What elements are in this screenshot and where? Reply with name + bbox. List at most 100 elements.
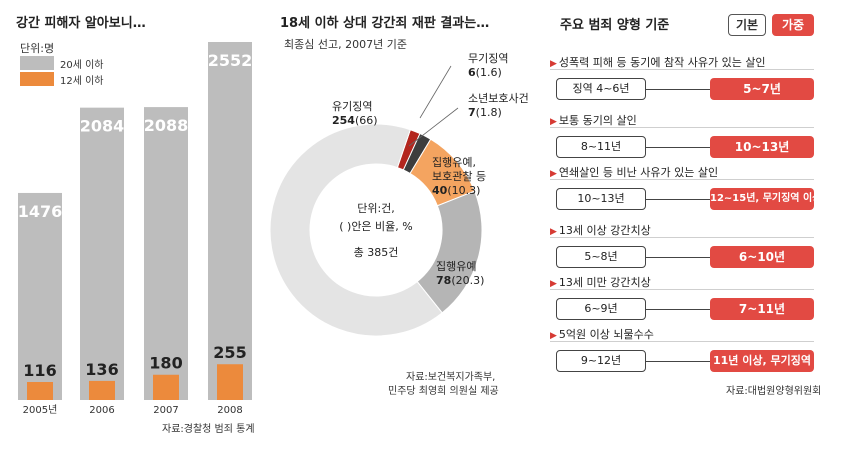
arrow-icon: ▶ [550, 331, 557, 341]
crime-title-text: 보통 동기의 살인 [558, 114, 637, 127]
slice-label: 집행유예 [436, 260, 476, 273]
crime-title: ▶ 연쇄살인 등 비난 사유가 있는 살인 [550, 164, 718, 180]
legend-label-12: 12세 이하 [60, 75, 104, 87]
legend-swatch-20 [20, 56, 54, 70]
bar-value-12: 255 [213, 343, 246, 362]
victims-bar-panel: 강간 피해자 알아보니… 단위:명 20세 이하 12세 이하 1476 116 2… [0, 0, 262, 470]
slice-value: 40(10.3) [432, 184, 480, 197]
donut-chart-title: 18세 이하 상대 강간죄 재판 결과는… [280, 16, 490, 31]
aggravated-sentence: 5~7년 [710, 78, 814, 100]
bar-value-20: 2084 [80, 117, 125, 136]
bar-value-20: 1476 [18, 202, 63, 221]
divider [550, 69, 814, 70]
legend-item-12: 12세 이하 [20, 72, 104, 87]
crime-title-text: 연쇄살인 등 비난 사유가 있는 살인 [558, 166, 719, 179]
donut-center-total: 총 385건 [354, 246, 399, 259]
bar-value-12: 180 [149, 354, 182, 373]
aggravated-sentence: 10~13년 [710, 136, 814, 158]
slice-value: 78(20.3) [436, 274, 484, 287]
slice-value: 254(66) [332, 114, 378, 127]
arrow-icon: ▶ [550, 59, 557, 69]
aggravated-sentence: 6~10년 [710, 246, 814, 268]
aggravated-sentence: 11년 이상, 무기징역 [710, 350, 814, 372]
bar-20-under [80, 107, 124, 400]
crime-title-text: 13세 미만 강간치상 [558, 276, 651, 289]
basic-sentence: 9~12년 [556, 350, 646, 372]
legend-item-20: 20세 이하 [20, 56, 104, 71]
bar-value-12: 116 [23, 361, 56, 380]
crime-title: ▶ 13세 이상 강간치상 [550, 222, 651, 238]
sentencing-source: 자료:대법원양형위원회 [726, 386, 822, 397]
slice-value: 7(1.8) [468, 106, 502, 119]
slice-label: 집행유예, [432, 156, 476, 169]
x-tick-label: 2007 [153, 405, 178, 416]
donut-chart-subtitle: 최종심 선고, 2007년 기준 [284, 38, 407, 51]
leader-line [419, 65, 452, 119]
crime-title-text: 5억원 이상 뇌물수수 [558, 328, 654, 341]
connector-line [646, 147, 710, 148]
connector-line [646, 361, 710, 362]
crime-title: ▶ 보통 동기의 살인 [550, 112, 637, 128]
bar-20-under [18, 192, 62, 400]
leader-line [408, 107, 459, 147]
slice-label: 보호관찰 등 [432, 170, 486, 183]
bar-chart: 1476 116 2005년 2084 136 2006 2088 180 2007 2552 25… [18, 42, 253, 416]
bar-20-under [144, 107, 188, 400]
bar-chart-title: 강간 피해자 알아보니… [16, 16, 146, 31]
aggravated-sentence: 12~15년, 무기징역 이상 [710, 188, 821, 210]
donut-hole [310, 164, 442, 296]
basic-sentence: 8~11년 [556, 136, 646, 158]
bar-value-12: 136 [85, 360, 118, 379]
donut-center-note: ( )안은 비율, % [339, 220, 413, 233]
sentencing-panel: 주요 범죄 양형 기준 기본 가중 ▶ 성폭력 피해 등 동기에 참작 사유가 있… [550, 0, 848, 470]
donut-source-2: 민주당 최영희 의원실 제공 [388, 386, 499, 397]
bar-chart-unit: 단위:명 [20, 42, 55, 55]
crime-title: ▶ 5억원 이상 뇌물수수 [550, 326, 654, 342]
divider [550, 289, 814, 290]
bar-value-20: 2088 [144, 116, 189, 135]
legend-label-20: 20세 이하 [60, 59, 104, 71]
donut-source-1: 자료:보건복지가족부, [406, 372, 496, 383]
arrow-icon: ▶ [550, 117, 557, 127]
legend-aggravated-badge: 가중 [772, 14, 814, 36]
basic-sentence: 징역 4~6년 [556, 78, 646, 100]
connector-line [646, 199, 710, 200]
x-tick-label: 2005년 [23, 404, 58, 416]
connector-line [646, 257, 710, 258]
aggravated-sentence: 7~11년 [710, 298, 814, 320]
connector-line [646, 309, 710, 310]
donut-center-unit: 단위:건, [357, 202, 395, 215]
crime-title-text: 성폭력 피해 등 동기에 참작 사유가 있는 살인 [558, 56, 766, 69]
x-tick-label: 2006 [89, 405, 114, 416]
slice-label: 소년보호사건 [468, 92, 529, 105]
bar-value-20: 2552 [208, 51, 253, 70]
bar-12-under [217, 364, 243, 400]
basic-sentence: 5~8년 [556, 246, 646, 268]
divider [550, 127, 814, 128]
basic-sentence: 6~9년 [556, 298, 646, 320]
legend-swatch-12 [20, 72, 54, 86]
divider [550, 179, 814, 180]
basic-sentence: 10~13년 [556, 188, 646, 210]
bar-12-under [153, 374, 179, 400]
slice-value: 6(1.6) [468, 66, 502, 79]
slice-label: 무기징역 [468, 52, 508, 65]
bar-12-under [89, 380, 115, 400]
arrow-icon: ▶ [550, 169, 557, 179]
crime-title: ▶ 13세 미만 강간치상 [550, 274, 651, 290]
legend-basic-badge: 기본 [728, 14, 766, 36]
x-tick-label: 2008 [217, 405, 242, 416]
connector-line [646, 89, 710, 90]
arrow-icon: ▶ [550, 279, 557, 289]
crime-title-text: 13세 이상 강간치상 [558, 224, 651, 237]
verdict-donut-panel: 18세 이하 상대 강간죄 재판 결과는… 최종심 선고, 2007년 기준 단… [268, 0, 544, 470]
sentencing-title: 주요 범죄 양형 기준 [560, 18, 670, 33]
divider [550, 341, 814, 342]
bar-chart-source: 자료:경찰청 범죄 통계 [162, 424, 255, 435]
arrow-icon: ▶ [550, 227, 557, 237]
bar-12-under [27, 382, 53, 400]
divider [550, 237, 814, 238]
crime-title: ▶ 성폭력 피해 등 동기에 참작 사유가 있는 살인 [550, 54, 766, 70]
bar-20-under [208, 42, 252, 400]
